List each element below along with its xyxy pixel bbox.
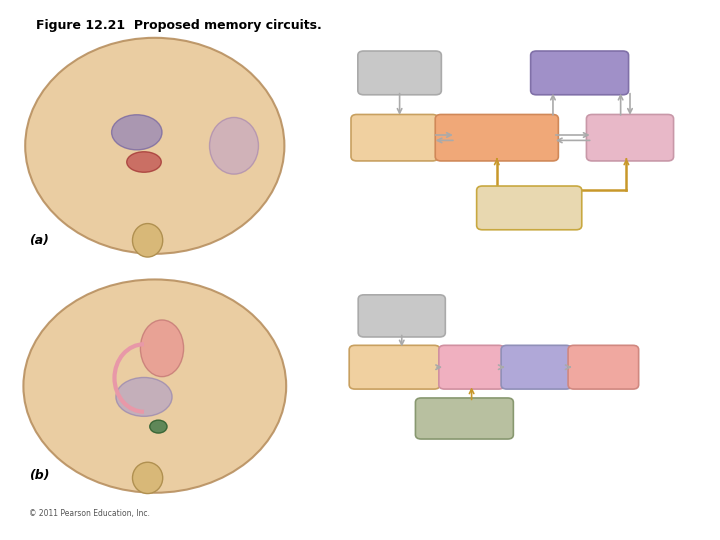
FancyBboxPatch shape	[358, 51, 441, 95]
Ellipse shape	[112, 115, 162, 150]
FancyBboxPatch shape	[477, 186, 582, 230]
FancyBboxPatch shape	[501, 346, 572, 389]
FancyBboxPatch shape	[587, 114, 674, 161]
Ellipse shape	[140, 320, 184, 377]
Ellipse shape	[25, 38, 284, 254]
FancyBboxPatch shape	[359, 295, 445, 337]
Text: © 2011 Pearson Education, Inc.: © 2011 Pearson Education, Inc.	[29, 509, 150, 518]
Ellipse shape	[132, 462, 163, 494]
FancyBboxPatch shape	[568, 346, 639, 389]
Ellipse shape	[127, 152, 161, 172]
FancyBboxPatch shape	[531, 51, 629, 95]
Ellipse shape	[24, 280, 287, 493]
FancyBboxPatch shape	[439, 346, 504, 389]
FancyBboxPatch shape	[435, 114, 558, 161]
Ellipse shape	[150, 420, 167, 433]
FancyBboxPatch shape	[415, 398, 513, 439]
Ellipse shape	[132, 224, 163, 257]
FancyBboxPatch shape	[351, 114, 438, 161]
Text: (b): (b)	[29, 469, 49, 482]
Text: (a): (a)	[29, 234, 49, 247]
Ellipse shape	[116, 377, 172, 416]
Ellipse shape	[210, 117, 258, 174]
Text: Figure 12.21  Proposed memory circuits.: Figure 12.21 Proposed memory circuits.	[36, 19, 322, 32]
FancyBboxPatch shape	[349, 346, 440, 389]
